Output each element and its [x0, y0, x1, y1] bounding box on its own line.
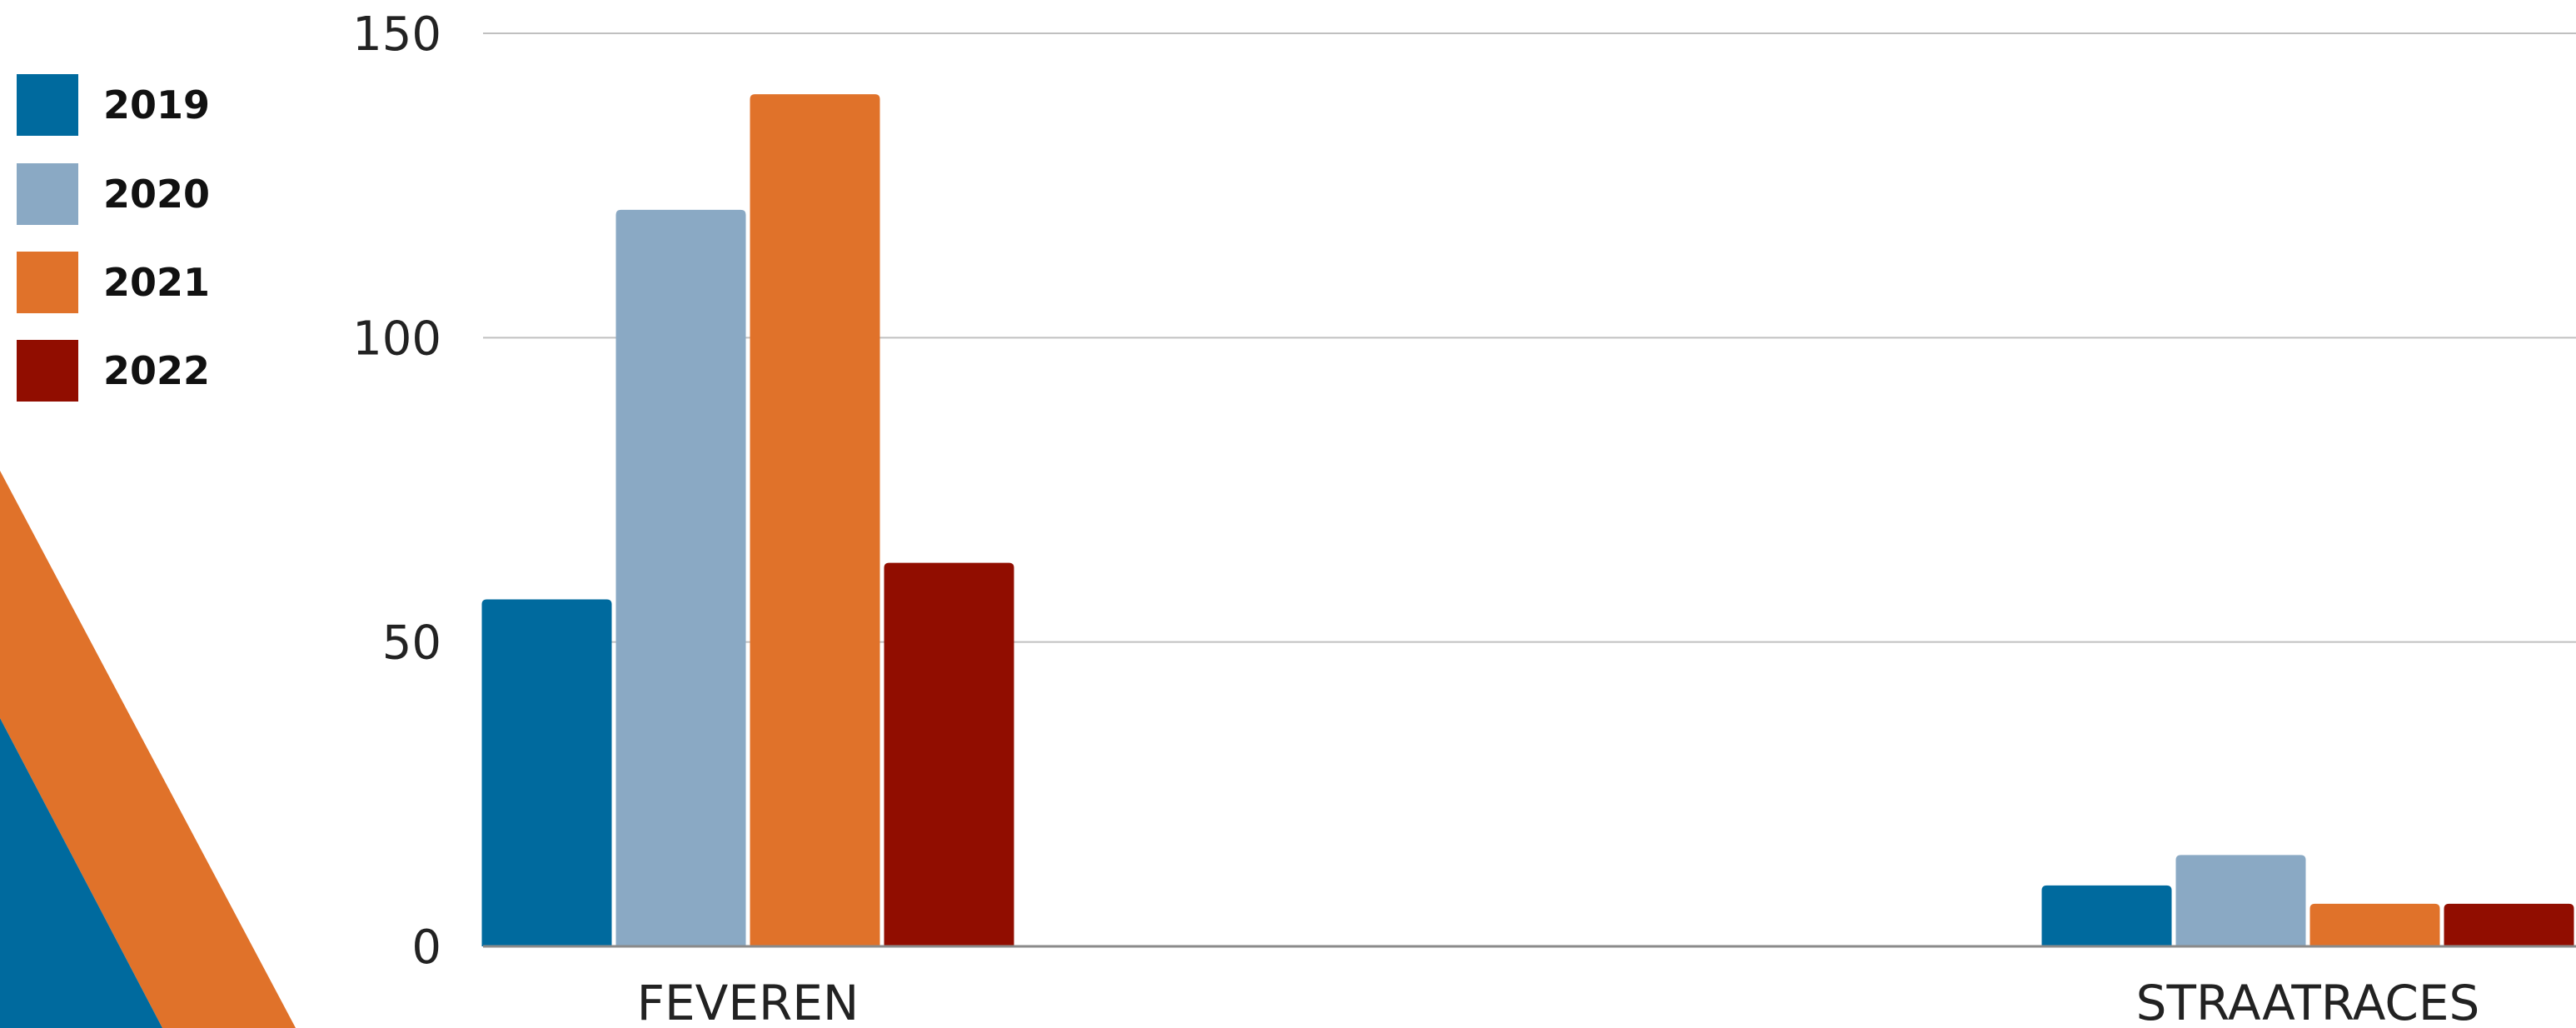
legend-swatch-2019	[17, 74, 78, 136]
bar-2022-feveren	[884, 562, 1014, 946]
x-category-label: FEVEREN	[637, 975, 859, 1028]
legend: 2019 2020 2021 2022	[0, 0, 316, 433]
legend-item-2021: 2021	[17, 252, 210, 313]
legend-label: 2020	[103, 172, 211, 217]
decorative-stripes	[0, 471, 296, 1028]
bar-2021-straatraces	[2309, 903, 2440, 946]
legend-label: 2022	[103, 348, 211, 393]
legend-item-2020: 2020	[17, 163, 210, 225]
legend-item-2019: 2019	[17, 74, 210, 136]
legend-swatch-2021	[17, 252, 78, 313]
legend-item-2022: 2022	[17, 340, 210, 402]
legend-swatch-2022	[17, 340, 78, 402]
blue-stripe	[0, 718, 162, 1028]
bar-2019-straatraces	[2041, 885, 2172, 946]
legend-label: 2021	[103, 260, 211, 305]
bar-2022-straatraces	[2444, 903, 2574, 946]
orange-stripe	[0, 471, 296, 1028]
bar-2019-feveren	[481, 599, 612, 946]
x-category-label: STRAATRACES	[2136, 975, 2480, 1028]
bar-2021-feveren	[750, 94, 880, 947]
y-tick-label: 50	[382, 616, 441, 671]
bar-2020-feveren	[615, 209, 746, 947]
bar-2020-straatraces	[2175, 855, 2306, 946]
legend-swatch-2020	[17, 163, 78, 225]
legend-label: 2019	[103, 82, 211, 127]
y-tick-label: 150	[352, 7, 441, 62]
y-tick-label: 0	[411, 921, 441, 975]
y-tick-label: 100	[352, 312, 441, 366]
